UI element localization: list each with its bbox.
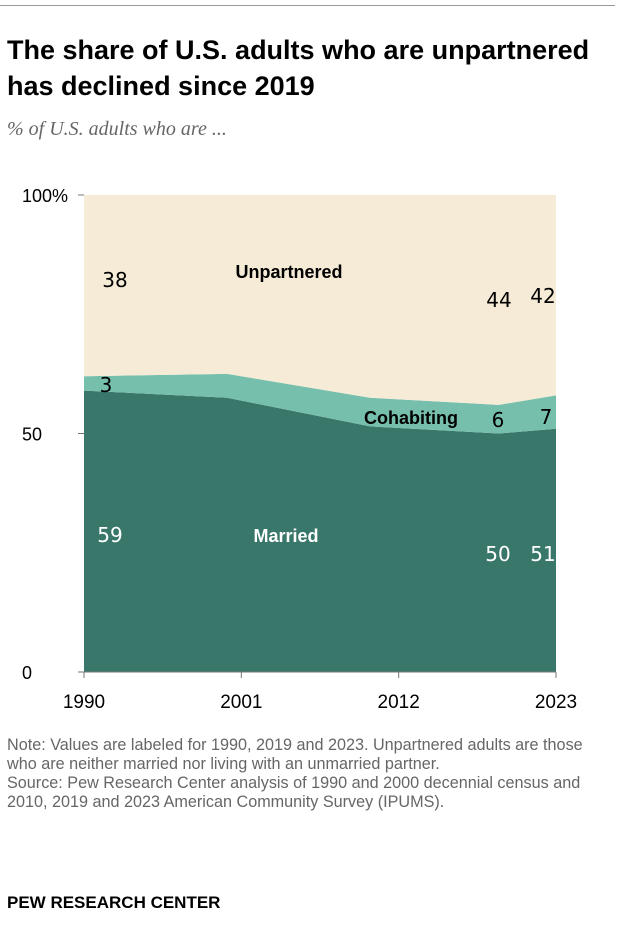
- data-label: 6: [492, 408, 505, 432]
- x-tick-label: 1990: [63, 692, 105, 713]
- data-label: 44: [486, 288, 511, 312]
- data-label: 51: [530, 542, 555, 566]
- note-text: Note: Values are labeled for 1990, 2019 …: [7, 736, 583, 773]
- data-label: 50: [485, 542, 510, 566]
- series-label-unpartnered: Unpartnered: [235, 262, 342, 282]
- x-tick-label: 2023: [535, 692, 577, 713]
- data-label: 42: [530, 284, 555, 308]
- x-tick-label: 2012: [378, 692, 420, 713]
- data-label: 7: [540, 405, 553, 429]
- data-label: 3: [100, 373, 113, 397]
- top-rule: [0, 5, 615, 6]
- chart-subtitle: % of U.S. adults who are ...: [7, 118, 227, 140]
- chart-notes: Note: Values are labeled for 1990, 2019 …: [7, 736, 597, 812]
- series-label-cohabiting: Cohabiting: [364, 408, 458, 428]
- x-tick-label: 2001: [220, 692, 262, 713]
- chart-title: The share of U.S. adults who are unpartn…: [7, 35, 590, 101]
- data-label: 59: [97, 523, 122, 547]
- brand-logo-text: PEW RESEARCH CENTER: [7, 893, 221, 912]
- series-label-married: Married: [253, 526, 318, 546]
- area-cohabiting: [84, 373, 556, 434]
- source-text: Source: Pew Research Center analysis of …: [7, 774, 581, 811]
- area-married: [84, 390, 556, 672]
- y-tick-label: 100%: [22, 186, 68, 206]
- area-unpartnered: [84, 195, 556, 405]
- y-tick-label: 50: [22, 425, 42, 445]
- data-label: 38: [102, 268, 127, 292]
- y-tick-label: 0: [22, 663, 32, 683]
- area-chart: 0 50 100% 1990 2001 2012 2023 Married Cohabiting…: [22, 186, 577, 713]
